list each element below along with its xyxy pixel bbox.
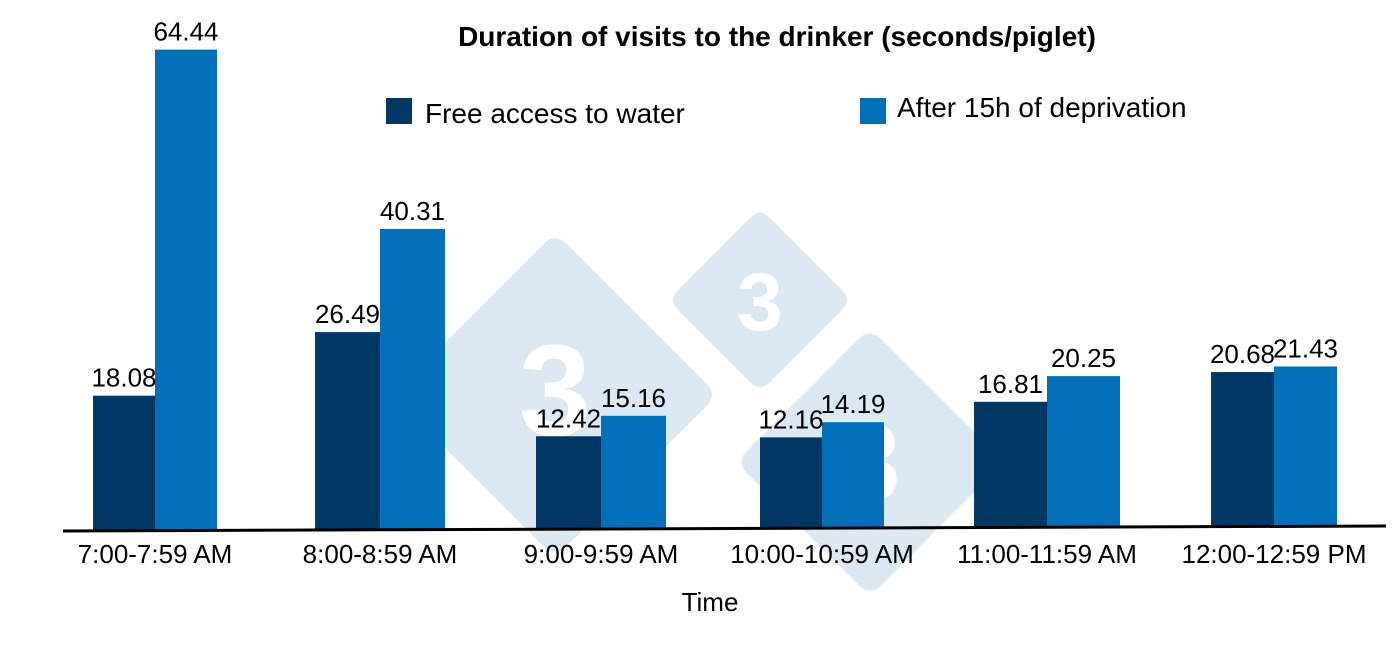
bar-deprivation-0 bbox=[155, 49, 217, 531]
bar-deprivation-4 bbox=[1047, 376, 1120, 528]
bar-free-access-4 bbox=[974, 401, 1047, 528]
bar-free-access-3 bbox=[760, 437, 822, 529]
data-label-deprivation-3: 14.19 bbox=[820, 389, 885, 419]
data-label-deprivation-0: 64.44 bbox=[153, 17, 218, 47]
bar-free-access-5 bbox=[1211, 372, 1274, 527]
chart-title: Duration of visits to the drinker (secon… bbox=[458, 21, 1096, 52]
legend-label-free-access: Free access to water bbox=[425, 98, 685, 129]
x-axis-title: Time bbox=[682, 587, 739, 617]
data-label-free-access-3: 12.16 bbox=[758, 404, 823, 434]
x-tick-labels: 7:00-7:59 AM 8:00-8:59 AM 9:00-9:59 AM 10:0… bbox=[78, 539, 1367, 569]
bars bbox=[93, 49, 1337, 531]
x-axis-line bbox=[62, 524, 1387, 533]
data-label-deprivation-4: 20.25 bbox=[1051, 343, 1116, 373]
bar-free-access-2 bbox=[536, 436, 601, 529]
data-label-free-access-4: 16.81 bbox=[978, 369, 1043, 399]
watermark-glyph: 3 bbox=[737, 257, 783, 348]
x-tick-label: 8:00-8:59 AM bbox=[303, 539, 458, 569]
data-label-free-access-1: 26.49 bbox=[315, 299, 380, 329]
data-label-free-access-0: 18.08 bbox=[91, 363, 156, 393]
bar-free-access-0 bbox=[93, 395, 155, 531]
bar-deprivation-5 bbox=[1274, 366, 1337, 527]
bar-deprivation-1 bbox=[380, 228, 445, 530]
x-tick-label: 9:00-9:59 AM bbox=[524, 539, 679, 569]
bar-free-access-1 bbox=[315, 332, 380, 530]
watermark-diamond bbox=[673, 213, 847, 387]
legend-label-deprivation: After 15h of deprivation bbox=[897, 92, 1187, 123]
bar-deprivation-2 bbox=[601, 415, 666, 529]
x-tick-label: 11:00-11:59 AM bbox=[957, 539, 1137, 569]
legend: Free access to water After 15h of depriv… bbox=[386, 92, 1187, 129]
x-tick-label: 10:00-10:59 AM bbox=[730, 539, 914, 569]
x-tick-label: 12:00-12:59 PM bbox=[1181, 539, 1366, 569]
data-label-free-access-2: 12.42 bbox=[536, 403, 601, 433]
data-label-deprivation-2: 15.16 bbox=[601, 383, 666, 413]
data-label-deprivation-1: 40.31 bbox=[380, 196, 445, 226]
legend-swatch-deprivation bbox=[860, 98, 886, 124]
x-tick-label: 7:00-7:59 AM bbox=[78, 539, 233, 569]
bar-deprivation-3 bbox=[822, 422, 884, 529]
data-label-free-access-5: 20.68 bbox=[1210, 339, 1275, 369]
data-label-deprivation-5: 21.43 bbox=[1273, 333, 1338, 363]
legend-swatch-free-access bbox=[386, 98, 412, 124]
